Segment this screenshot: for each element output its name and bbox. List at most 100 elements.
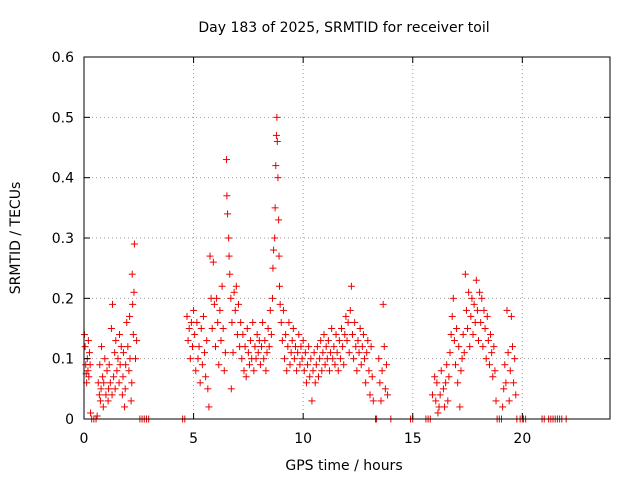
data-point: [362, 379, 370, 387]
data-point: [97, 385, 105, 393]
data-point: [345, 349, 353, 357]
data-point: [126, 312, 134, 320]
data-point: [99, 373, 107, 381]
data-point: [125, 367, 133, 375]
data-point: [247, 337, 255, 345]
data-point: [111, 385, 119, 393]
data-point: [84, 367, 92, 375]
data-point: [307, 355, 315, 363]
data-point: [93, 412, 101, 420]
data-point: [507, 312, 515, 320]
data-point: [216, 306, 224, 314]
data-point: [243, 325, 251, 332]
data-point: [428, 391, 436, 399]
data-point: [232, 282, 240, 290]
data-point: [272, 162, 280, 170]
data-point: [224, 210, 232, 218]
x-tick-label: 5: [189, 431, 198, 447]
data-point: [286, 361, 294, 369]
data-point: [433, 379, 441, 387]
data-point: [434, 409, 442, 417]
data-point: [116, 331, 124, 339]
data-point: [285, 318, 293, 326]
data-point: [81, 343, 89, 351]
data-point: [512, 391, 520, 399]
data-point: [316, 355, 324, 363]
data-point: [343, 337, 351, 345]
gridlines: [84, 57, 610, 419]
axis-ticks: 0 0.1 0.2 0.3 0.4 0.5 0.6 0 5 10 15 20: [52, 50, 610, 447]
data-point: [300, 367, 308, 375]
data-point: [273, 113, 281, 121]
data-point: [105, 385, 113, 393]
data-point: [262, 367, 270, 375]
data-point: [439, 385, 447, 393]
data-point: [369, 397, 377, 405]
data-points: [80, 113, 570, 423]
data-point: [479, 343, 487, 351]
data-point: [288, 337, 296, 345]
data-point: [279, 306, 287, 314]
data-point: [441, 403, 449, 411]
data-point: [278, 337, 286, 345]
x-tick-label: 0: [80, 431, 89, 447]
data-point: [449, 294, 457, 302]
y-tick-label: 0.3: [52, 231, 74, 247]
data-point: [241, 343, 249, 351]
data-point: [206, 252, 214, 260]
data-point: [203, 337, 211, 345]
data-point: [281, 355, 289, 363]
data-point: [271, 234, 279, 242]
data-point: [237, 318, 245, 326]
data-point: [254, 349, 262, 357]
data-point: [201, 349, 209, 357]
data-point: [191, 331, 199, 339]
data-point: [376, 379, 384, 387]
data-point: [340, 361, 348, 369]
data-point: [256, 361, 264, 369]
data-point: [106, 379, 114, 387]
data-point: [473, 306, 481, 314]
data-point: [375, 355, 383, 363]
data-point: [87, 409, 95, 417]
data-point: [283, 367, 291, 375]
data-point: [258, 343, 266, 351]
data-point: [186, 355, 194, 363]
data-point: [454, 379, 462, 387]
data-point: [118, 391, 126, 399]
data-point: [190, 306, 198, 314]
data-point: [289, 325, 297, 332]
data-point: [214, 318, 222, 326]
data-point: [95, 391, 103, 399]
data-point: [457, 367, 465, 375]
data-point: [199, 312, 207, 320]
data-point: [198, 361, 206, 369]
data-point: [226, 270, 234, 278]
data-point: [111, 349, 119, 357]
data-point: [348, 331, 356, 339]
data-point: [124, 343, 132, 351]
data-point: [100, 379, 108, 387]
data-point: [297, 343, 305, 351]
data-point: [510, 379, 518, 387]
data-point: [238, 355, 246, 363]
data-point: [213, 294, 221, 302]
data-point: [114, 355, 122, 363]
data-point: [487, 331, 495, 339]
data-point: [484, 337, 492, 345]
data-point: [354, 337, 362, 345]
data-point: [195, 343, 203, 351]
data-point: [477, 318, 485, 326]
data-point: [469, 331, 477, 339]
data-point: [453, 325, 461, 332]
data-point: [260, 355, 268, 363]
data-point: [204, 385, 212, 393]
data-point: [445, 373, 453, 381]
data-point: [221, 349, 229, 357]
data-point: [470, 300, 478, 308]
data-point: [488, 349, 496, 357]
data-point: [193, 318, 201, 326]
data-point: [250, 367, 258, 375]
data-point: [123, 318, 131, 326]
data-point: [480, 306, 488, 314]
